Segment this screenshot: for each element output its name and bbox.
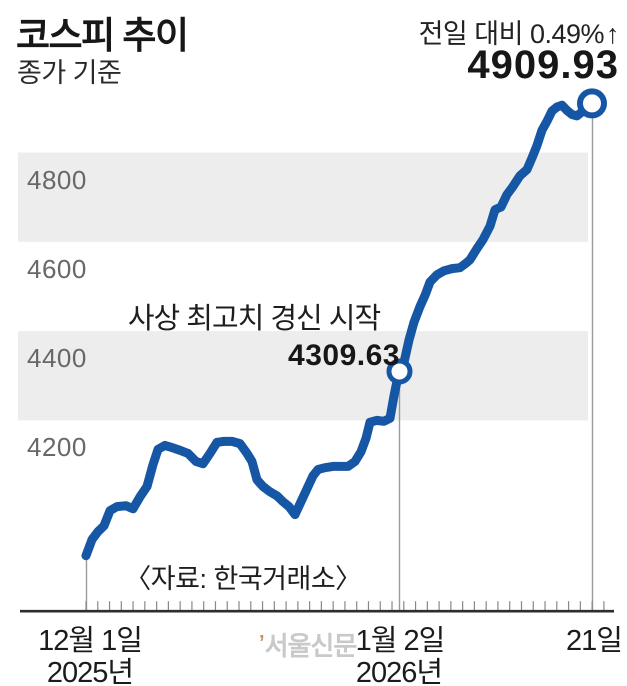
data-point-marker bbox=[577, 88, 607, 119]
source-credit: 〈자료: 한국거래소〉 bbox=[124, 564, 362, 594]
watermark-text: 서울신문 bbox=[264, 631, 358, 661]
x-axis-label-dec1: 12월 1일 bbox=[38, 625, 143, 657]
kospi-price-line bbox=[81, 98, 597, 561]
x-axis-label-day21: 21일 bbox=[566, 625, 623, 657]
annotation-value: 4309.63 bbox=[288, 339, 400, 372]
grid-band bbox=[18, 331, 588, 421]
watermark-quote-icon: ’ bbox=[259, 632, 264, 654]
page-title: 코스피 추이 bbox=[16, 15, 189, 56]
x-axis-label-jan2: 1월 2일 bbox=[355, 625, 446, 657]
y-axis-label: 4800 bbox=[27, 164, 87, 195]
x-axis-label-2026: 2026년 bbox=[355, 657, 443, 686]
chart-subtitle: 종가 기준 bbox=[17, 58, 122, 88]
change-label: 전일 대비 0.49% bbox=[418, 19, 605, 49]
up-arrow-icon: ↑ bbox=[606, 19, 620, 49]
data-point-marker bbox=[386, 358, 413, 385]
y-axis-label: 4600 bbox=[27, 253, 87, 284]
y-axis-label: 4400 bbox=[27, 343, 87, 374]
x-axis-label-2025: 2025년 bbox=[46, 657, 134, 686]
y-axis-label: 4200 bbox=[27, 432, 87, 463]
newspaper-watermark: ’서울신문 bbox=[259, 626, 358, 663]
current-index-value: 4909.93 bbox=[467, 43, 619, 87]
change-vs-previous-day: 전일 대비 0.49%↑ bbox=[418, 12, 620, 51]
annotation-text: 사상 최고치 경신 시작 bbox=[127, 303, 381, 335]
